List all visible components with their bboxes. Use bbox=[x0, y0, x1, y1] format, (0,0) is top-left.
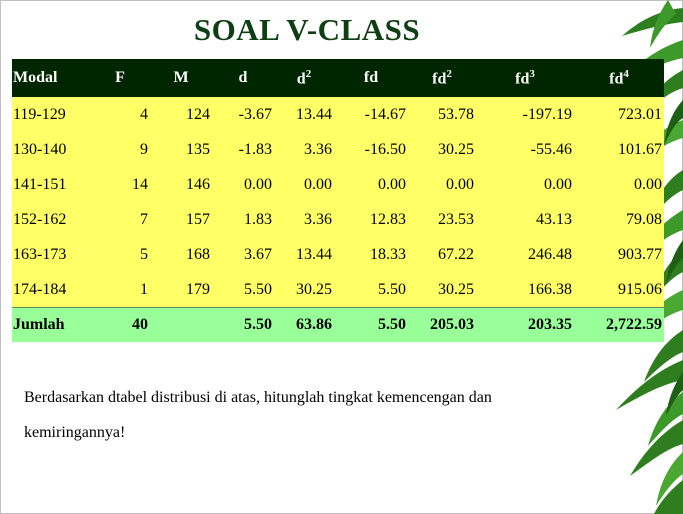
table-cell: 163-173 bbox=[12, 237, 90, 272]
column-header-fd4: fd4 bbox=[574, 59, 664, 97]
table-cell: 23.53 bbox=[408, 202, 476, 237]
table-row: 130-140 9 135 -1.83 3.36 -16.50 30.25 -5… bbox=[12, 132, 664, 167]
table-cell: -197.19 bbox=[476, 97, 574, 132]
column-header-fd3: fd3 bbox=[476, 59, 574, 97]
total-cell bbox=[150, 307, 212, 342]
total-cell: 63.86 bbox=[274, 307, 334, 342]
table-cell: 0.00 bbox=[334, 167, 408, 202]
table-cell: 119-129 bbox=[12, 97, 90, 132]
slide-title: SOAL V-CLASS bbox=[193, 12, 421, 47]
table-cell: 79.08 bbox=[574, 202, 664, 237]
table-cell: 0.00 bbox=[408, 167, 476, 202]
column-header-fd: fd bbox=[334, 59, 408, 97]
table-cell: 174-184 bbox=[12, 272, 90, 308]
table-cell: 3.36 bbox=[274, 132, 334, 167]
table-cell: 30.25 bbox=[408, 132, 476, 167]
column-header-d: d bbox=[212, 59, 274, 97]
total-cell: 203.35 bbox=[476, 307, 574, 342]
table-cell: 18.33 bbox=[334, 237, 408, 272]
table-cell: 1.83 bbox=[212, 202, 274, 237]
table-cell: 146 bbox=[150, 167, 212, 202]
table-cell: 0.00 bbox=[274, 167, 334, 202]
table-cell: -16.50 bbox=[334, 132, 408, 167]
table-cell: 12.83 bbox=[334, 202, 408, 237]
column-header-fd2: fd2 bbox=[408, 59, 476, 97]
table-cell: -3.67 bbox=[212, 97, 274, 132]
table-total-row: Jumlah 40 5.50 63.86 5.50 205.03 203.35 … bbox=[12, 307, 664, 342]
column-header-modal: Modal bbox=[12, 59, 90, 97]
table-cell: 5.50 bbox=[212, 272, 274, 308]
total-cell: 205.03 bbox=[408, 307, 476, 342]
table-cell: 101.67 bbox=[574, 132, 664, 167]
table-cell: -1.83 bbox=[212, 132, 274, 167]
table-cell: 903.77 bbox=[574, 237, 664, 272]
total-cell: 2,722.59 bbox=[574, 307, 664, 342]
table-row: 141-151 14 146 0.00 0.00 0.00 0.00 0.00 … bbox=[12, 167, 664, 202]
table-row: 119-129 4 124 -3.67 13.44 -14.67 53.78 -… bbox=[12, 97, 664, 132]
table-cell: 13.44 bbox=[274, 237, 334, 272]
distribution-table: Modal F M d d2 fd fd2 fd3 fd4 119-129 4 … bbox=[12, 59, 664, 342]
question-text: Berdasarkan dtabel distribusi di atas, h… bbox=[24, 389, 492, 441]
table-cell: 166.38 bbox=[476, 272, 574, 308]
table-cell: 3.36 bbox=[274, 202, 334, 237]
table-cell: -55.46 bbox=[476, 132, 574, 167]
table-cell: 30.25 bbox=[274, 272, 334, 308]
total-cell: 40 bbox=[90, 307, 150, 342]
table-cell: 179 bbox=[150, 272, 212, 308]
total-cell: Jumlah bbox=[12, 307, 90, 342]
table-cell: 7 bbox=[90, 202, 150, 237]
table-cell: 30.25 bbox=[408, 272, 476, 308]
column-header-m: M bbox=[150, 59, 212, 97]
table-cell: 168 bbox=[150, 237, 212, 272]
table-cell: 9 bbox=[90, 132, 150, 167]
total-cell: 5.50 bbox=[212, 307, 274, 342]
table-cell: 13.44 bbox=[274, 97, 334, 132]
table-cell: 130-140 bbox=[12, 132, 90, 167]
table-row: 152-162 7 157 1.83 3.36 12.83 23.53 43.1… bbox=[12, 202, 664, 237]
table-cell: 0.00 bbox=[212, 167, 274, 202]
table-cell: 915.06 bbox=[574, 272, 664, 308]
table-cell: 157 bbox=[150, 202, 212, 237]
table-cell: 124 bbox=[150, 97, 212, 132]
table-cell: 723.01 bbox=[574, 97, 664, 132]
table-cell: 3.67 bbox=[212, 237, 274, 272]
table-cell: 135 bbox=[150, 132, 212, 167]
table-cell: 246.48 bbox=[476, 237, 574, 272]
column-header-f: F bbox=[90, 59, 150, 97]
table-cell: 67.22 bbox=[408, 237, 476, 272]
table-cell: 152-162 bbox=[12, 202, 90, 237]
table-cell: 141-151 bbox=[12, 167, 90, 202]
table-cell: -14.67 bbox=[334, 97, 408, 132]
total-cell: 5.50 bbox=[334, 307, 408, 342]
table-cell: 43.13 bbox=[476, 202, 574, 237]
table-cell: 1 bbox=[90, 272, 150, 308]
column-header-d2: d2 bbox=[274, 59, 334, 97]
table-cell: 5 bbox=[90, 237, 150, 272]
table-cell: 4 bbox=[90, 97, 150, 132]
table-cell: 5.50 bbox=[334, 272, 408, 308]
table-cell: 14 bbox=[90, 167, 150, 202]
table-cell: 53.78 bbox=[408, 97, 476, 132]
table-header-row: Modal F M d d2 fd fd2 fd3 fd4 bbox=[12, 59, 664, 97]
table-row: 163-173 5 168 3.67 13.44 18.33 67.22 246… bbox=[12, 237, 664, 272]
table-row: 174-184 1 179 5.50 30.25 5.50 30.25 166.… bbox=[12, 272, 664, 308]
table-cell: 0.00 bbox=[574, 167, 664, 202]
table-cell: 0.00 bbox=[476, 167, 574, 202]
